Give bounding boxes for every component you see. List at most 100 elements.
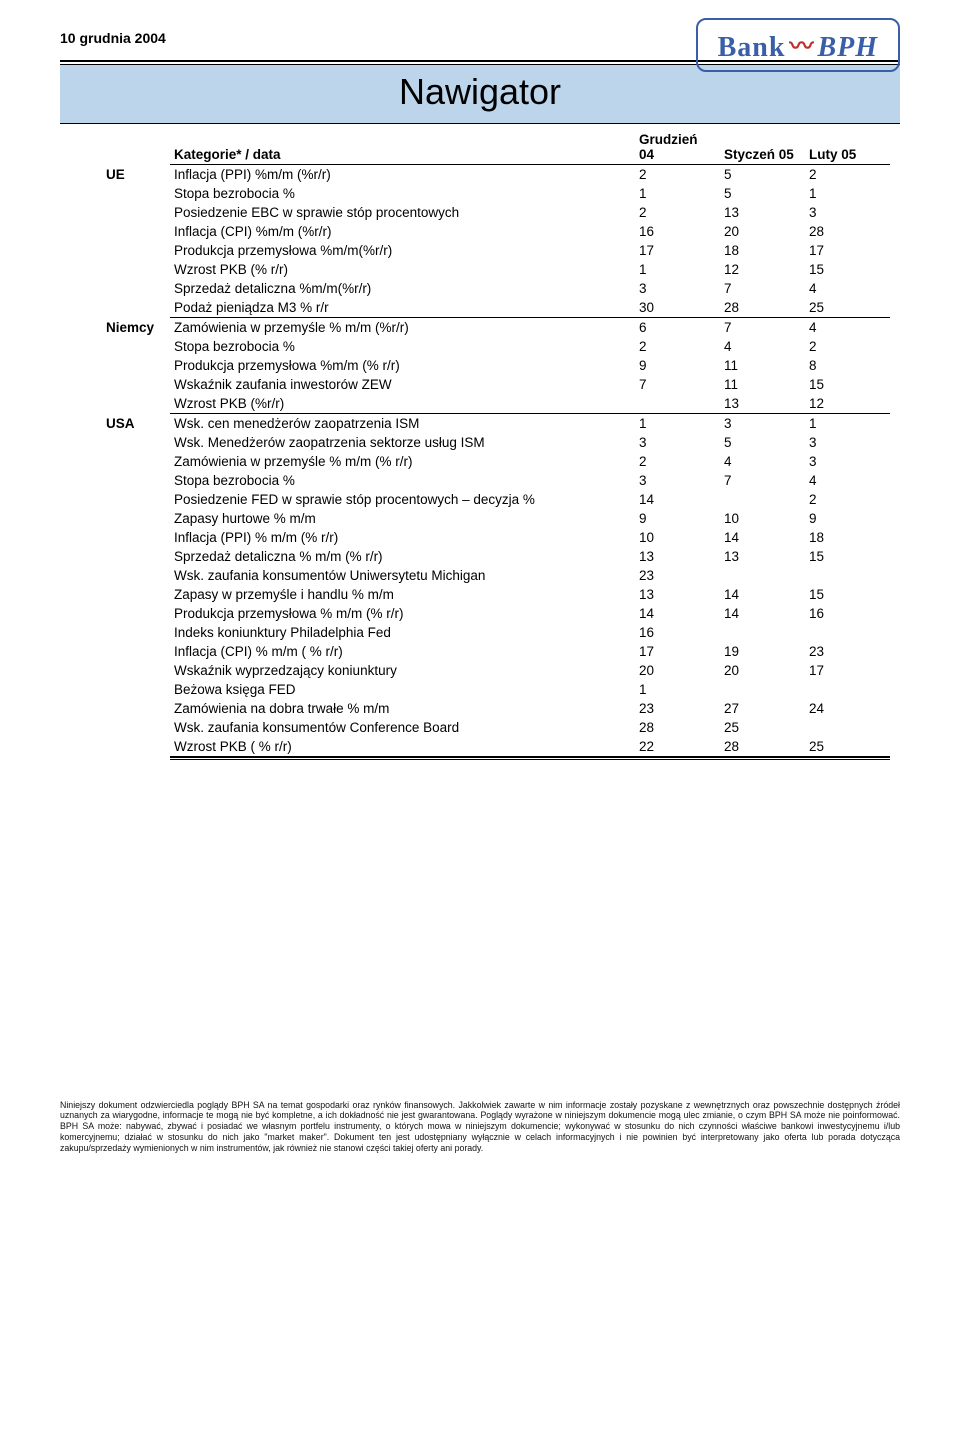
cell-value: 14 — [720, 585, 805, 604]
row-label: Wskaźnik zaufania inwestorów ZEW — [170, 375, 635, 394]
row-label: Wzrost PKB (%r/r) — [170, 394, 635, 414]
cell-value: 14 — [635, 490, 720, 509]
logo-bph-text: BPH — [817, 32, 878, 63]
cell-value: 13 — [635, 585, 720, 604]
row-label: Sprzedaż detaliczna %m/m(%r/r) — [170, 279, 635, 298]
cell-value: 3 — [720, 414, 805, 434]
cell-value — [720, 623, 805, 642]
col-month-3: Luty 05 — [805, 130, 890, 165]
cell-value: 7 — [720, 471, 805, 490]
cell-value: 9 — [635, 509, 720, 528]
cell-value: 15 — [805, 260, 890, 279]
cell-value: 4 — [720, 452, 805, 471]
region-label: USA — [106, 416, 135, 431]
cell-value: 12 — [720, 260, 805, 279]
cell-value: 7 — [635, 375, 720, 394]
row-label: Sprzedaż detaliczna % m/m (% r/r) — [170, 547, 635, 566]
cell-value: 7 — [720, 318, 805, 338]
logo-wave-icon: 〰 — [789, 34, 813, 60]
cell-value — [805, 680, 890, 699]
row-label: UEInflacja (PPI) %m/m (%r/r) — [170, 165, 635, 185]
row-label: Stopa bezrobocia % — [170, 337, 635, 356]
cell-value — [805, 718, 890, 737]
row-label: Stopa bezrobocia % — [170, 184, 635, 203]
cell-value: 20 — [635, 661, 720, 680]
cell-value: 5 — [720, 184, 805, 203]
cell-value: 9 — [635, 356, 720, 375]
row-label: Wsk. zaufania konsumentów Uniwersytetu M… — [170, 566, 635, 585]
cell-value: 18 — [805, 528, 890, 547]
col-month-1: Grudzień 04 — [635, 130, 720, 165]
row-label: Produkcja przemysłowa % m/m (% r/r) — [170, 604, 635, 623]
cell-value: 1 — [635, 260, 720, 279]
logo-bank-text: Bank — [718, 32, 786, 63]
cell-value: 17 — [805, 241, 890, 260]
cell-value — [805, 566, 890, 585]
cell-value: 4 — [805, 279, 890, 298]
cell-value: 5 — [720, 433, 805, 452]
col-category: Kategorie* / data — [170, 130, 635, 165]
cell-value: 18 — [720, 241, 805, 260]
row-label: Podaż pieniądza M3 % r/r — [170, 298, 635, 318]
cell-value: 22 — [635, 737, 720, 757]
cell-value: 15 — [805, 585, 890, 604]
cell-value: 17 — [635, 241, 720, 260]
row-label: Wzrost PKB (% r/r) — [170, 260, 635, 279]
cell-value: 5 — [720, 165, 805, 185]
cell-value: 8 — [805, 356, 890, 375]
row-label: Posiedzenie FED w sprawie stóp procentow… — [170, 490, 635, 509]
cell-value: 14 — [720, 528, 805, 547]
cell-value: 28 — [720, 298, 805, 318]
cell-value: 27 — [720, 699, 805, 718]
row-label: Produkcja przemysłowa %m/m(%r/r) — [170, 241, 635, 260]
cell-value — [635, 394, 720, 414]
cell-value: 2 — [635, 337, 720, 356]
cell-value: 9 — [805, 509, 890, 528]
col-month-2: Styczeń 05 — [720, 130, 805, 165]
cell-value: 23 — [635, 566, 720, 585]
row-label: Zamówienia w przemyśle % m/m (% r/r) — [170, 452, 635, 471]
cell-value: 4 — [805, 471, 890, 490]
cell-value: 2 — [635, 165, 720, 185]
cell-value: 24 — [805, 699, 890, 718]
cell-value: 25 — [805, 737, 890, 757]
cell-value: 30 — [635, 298, 720, 318]
cell-value: 11 — [720, 356, 805, 375]
cell-value: 1 — [635, 184, 720, 203]
cell-value: 14 — [720, 604, 805, 623]
cell-value: 6 — [635, 318, 720, 338]
cell-value: 3 — [635, 279, 720, 298]
cell-value: 2 — [635, 452, 720, 471]
cell-value: 28 — [805, 222, 890, 241]
cell-value — [720, 680, 805, 699]
cell-value — [805, 623, 890, 642]
row-label: USAWsk. cen menedżerów zaopatrzenia ISM — [170, 414, 635, 434]
row-label: Wsk. zaufania konsumentów Conference Boa… — [170, 718, 635, 737]
row-label: Zapasy w przemyśle i handlu % m/m — [170, 585, 635, 604]
cell-value: 23 — [805, 642, 890, 661]
disclaimer-footer: Niniejszy dokument odzwierciedla poglądy… — [60, 1100, 900, 1155]
row-label: Wskaźnik wyprzedzający koniunktury — [170, 661, 635, 680]
row-label: Inflacja (CPI) %m/m (%r/r) — [170, 222, 635, 241]
row-label: Zapasy hurtowe % m/m — [170, 509, 635, 528]
cell-value: 1 — [635, 680, 720, 699]
cell-value: 20 — [720, 661, 805, 680]
row-label: Inflacja (CPI) % m/m ( % r/r) — [170, 642, 635, 661]
cell-value — [720, 566, 805, 585]
row-label: Beżowa księga FED — [170, 680, 635, 699]
cell-value: 13 — [720, 394, 805, 414]
row-label: Posiedzenie EBC w sprawie stóp procentow… — [170, 203, 635, 222]
cell-value: 16 — [635, 623, 720, 642]
cell-value: 16 — [635, 222, 720, 241]
bank-logo: Bank 〰 BPH — [696, 18, 900, 72]
cell-value: 3 — [635, 471, 720, 490]
cell-value: 1 — [805, 414, 890, 434]
cell-value: 1 — [635, 414, 720, 434]
cell-value: 10 — [720, 509, 805, 528]
cell-value: 4 — [720, 337, 805, 356]
cell-value — [720, 490, 805, 509]
row-label: Inflacja (PPI) % m/m (% r/r) — [170, 528, 635, 547]
region-label: UE — [106, 167, 125, 182]
cell-value: 14 — [635, 604, 720, 623]
row-label: Indeks koniunktury Philadelphia Fed — [170, 623, 635, 642]
